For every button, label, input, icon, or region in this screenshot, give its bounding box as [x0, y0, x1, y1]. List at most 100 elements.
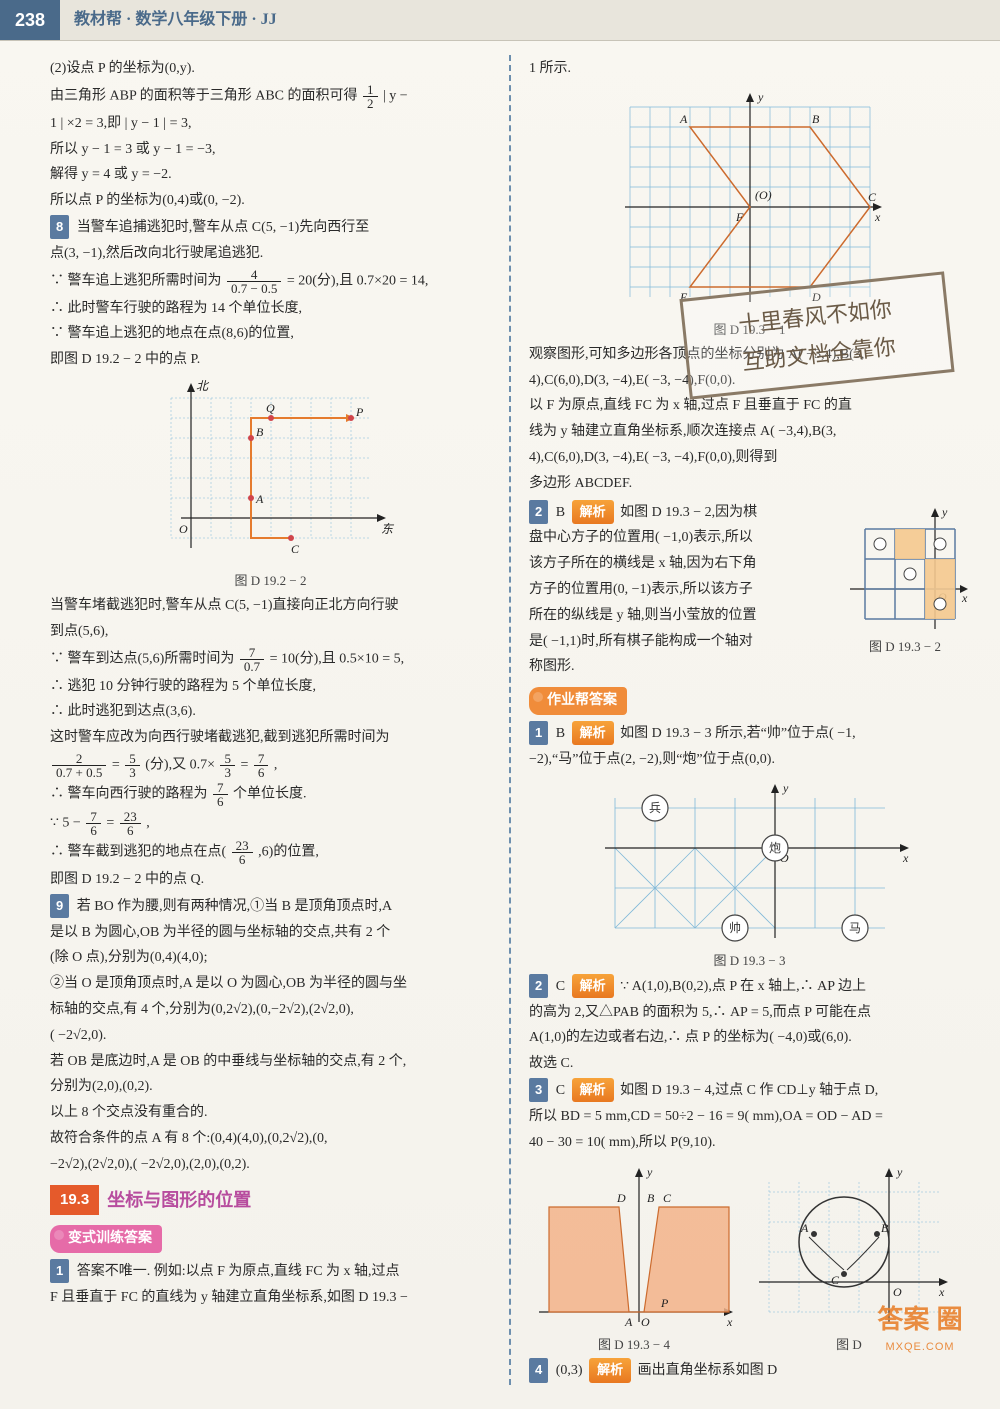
- text-line: F 且垂直于 FC 的直线为 y 轴建立直角坐标系,如图 D 19.3 −: [50, 1286, 491, 1310]
- svg-text:P: P: [660, 1296, 669, 1310]
- text-line: 所在的纵线是 y 轴,则当小莹放的位置: [529, 604, 832, 628]
- text-line: 所以点 P 的坐标为(0,4)或(0, −2).: [50, 189, 491, 213]
- svg-text:(O): (O): [755, 188, 772, 202]
- watermark-url: MXQE.COM: [885, 1338, 954, 1357]
- fraction: 12: [363, 83, 378, 110]
- svg-text:y: y: [941, 505, 948, 519]
- text-line: ( −2√2,0).: [50, 1024, 491, 1048]
- text-line: (2)设点 P 的坐标为(0,y).: [50, 57, 491, 81]
- text-line: A(1,0)的左边或者右边,∴ 点 P 的坐标为( −4,0)或(6,0).: [529, 1026, 970, 1050]
- text: ∴ 警车截到逃犯的地点在点(: [50, 845, 230, 860]
- analysis-badge: 解析: [589, 1358, 631, 1382]
- svg-text:F: F: [735, 210, 744, 224]
- page: 238 教材帮 · 数学八年级下册 · JJ (2)设点 P 的坐标为(0,y)…: [0, 0, 1000, 1409]
- book-title: 教材帮 · 数学八年级下册 · JJ: [74, 6, 277, 33]
- section-number: 19.3: [50, 1185, 99, 1215]
- analysis-badge: 解析: [572, 1078, 614, 1102]
- text: =: [106, 816, 117, 831]
- text: 当警车追捕逃犯时,警车从点 C(5, −1)先向西行至: [77, 220, 370, 235]
- text: ,6)的位置,: [258, 845, 319, 860]
- problem-number-badge: 4: [529, 1358, 548, 1382]
- text-line: 40 − 30 = 10( mm),所以 P(9,10).: [529, 1131, 970, 1155]
- text: 如图 D 19.3 − 2,因为棋: [620, 505, 757, 520]
- analysis-badge: 解析: [572, 974, 614, 998]
- text-line: 9 若 BO 作为腰,则有两种情况,①当 B 是顶角顶点时,A: [50, 894, 491, 919]
- fraction: 236: [232, 839, 253, 866]
- watermark: 答案 圈 MXQE.COM: [860, 1271, 980, 1391]
- text-line: 以上 8 个交点没有重合的.: [50, 1101, 491, 1125]
- text-line: 即图 D 19.2 − 2 中的点 P.: [50, 348, 491, 372]
- svg-text:B: B: [647, 1191, 655, 1205]
- text-line: 故选 C.: [529, 1052, 970, 1076]
- text-line: 这时警车应改为向西行驶堵截逃犯,截到逃犯所需时间为: [50, 726, 491, 750]
- fraction: 76: [213, 781, 228, 808]
- problem-number-badge: 1: [529, 721, 548, 745]
- right-column: 1 所示.: [529, 55, 970, 1385]
- analysis-badge: 解析: [572, 721, 614, 745]
- text-line: 由三角形 ABP 的面积等于三角形 ABC 的面积可得 12 | y −: [50, 83, 491, 110]
- text-line: 称图形.: [529, 655, 832, 679]
- text-line: 所以 BD = 5 mm,CD = 50÷2 − 16 = 9( mm),OA …: [529, 1105, 970, 1129]
- fraction: 20.7 + 0.5: [52, 752, 106, 779]
- svg-text:炮: 炮: [768, 841, 780, 855]
- text: = 10(分),且 0.5×10 = 5,: [270, 651, 405, 666]
- text-line: 到点(5,6),: [50, 620, 491, 644]
- section-title: 19.3 坐标与图形的位置: [50, 1185, 491, 1216]
- subsection-tag: 作业帮答案: [529, 687, 627, 715]
- figure-caption: 图 D 19.2 − 2: [50, 570, 491, 592]
- svg-text:A: A: [255, 492, 264, 506]
- text-line: 的高为 2,又△PAB 的面积为 5,∴ AP = 5,而点 P 可能在点: [529, 1001, 970, 1025]
- svg-text:B: B: [881, 1221, 889, 1235]
- text-line: 即图 D 19.2 − 2 中的点 Q.: [50, 868, 491, 892]
- svg-text:x: x: [902, 851, 909, 865]
- text-line: 1 所示.: [529, 57, 970, 81]
- svg-text:B: B: [812, 112, 820, 126]
- problem-number-badge: 2: [529, 500, 548, 524]
- svg-text:C: C: [291, 542, 300, 556]
- problem-number-badge: 9: [50, 894, 69, 918]
- figure-19-3-2: xy O: [840, 504, 970, 634]
- text-line: 4),C(6,0),D(3, −4),E( −3, −4),F(0,0),则得到: [529, 446, 970, 470]
- watermark-text: 圈: [937, 1304, 963, 1334]
- svg-text:马: 马: [848, 921, 860, 935]
- svg-text:C: C: [831, 1273, 840, 1287]
- text-line: 所以 y − 1 = 3 或 y − 1 = −3,: [50, 138, 491, 162]
- label-north: 北: [196, 379, 210, 393]
- text-line: 1 | ×2 = 3,即 | y − 1 | = 3,: [50, 112, 491, 136]
- answer-letter: B: [556, 726, 565, 741]
- text-line: 3 C 解析 如图 D 19.3 − 4,过点 C 作 CD⊥y 轴于点 D,: [529, 1078, 970, 1103]
- svg-text:x: x: [961, 591, 968, 605]
- text-line: 方子的位置用(0, −1)表示,所以该方子: [529, 578, 832, 602]
- svg-text:y: y: [782, 781, 789, 795]
- text: 答案不唯一. 例如:以点 F 为原点,直线 FC 为 x 轴,过点: [77, 1264, 400, 1279]
- text: (分),又 0.7×: [145, 758, 218, 773]
- svg-text:兵: 兵: [648, 801, 660, 815]
- svg-text:x: x: [726, 1315, 733, 1329]
- fraction: 53: [220, 752, 235, 779]
- text-line: ∴ 此时逃犯到达点(3,6).: [50, 700, 491, 724]
- text-line: 线为 y 轴建立直角坐标系,顺次连接点 A( −3,4),B(3,: [529, 420, 970, 444]
- text-line: 盘中心方子的位置用( −1,0)表示,所以: [529, 526, 832, 550]
- column-divider: [509, 55, 511, 1385]
- text-line: 分别为(2,0),(0,2).: [50, 1075, 491, 1099]
- watermark-text: 答案: [877, 1304, 929, 1334]
- figure-19-3-4: x y D B C A P O: [529, 1162, 739, 1332]
- text-line: 2 C 解析 ∵ A(1,0),B(0,2),点 P 在 x 轴上,∴ AP 边…: [529, 974, 970, 999]
- text: ,: [146, 816, 150, 831]
- analysis-badge: 解析: [572, 500, 614, 524]
- text-line: (除 O 点),分别为(0,4)(4,0);: [50, 946, 491, 970]
- text-line: 1 答案不唯一. 例如:以点 F 为原点,直线 FC 为 x 轴,过点: [50, 1259, 491, 1284]
- answer-letter: B: [556, 505, 565, 520]
- text-line: 1 B 解析 如图 D 19.3 − 3 所示,若“帅”位于点( −1,: [529, 721, 970, 746]
- text: =: [112, 758, 123, 773]
- text-line: 标轴的交点,有 4 个,分别为(0,2√2),(0,−2√2),(2√2,0),: [50, 998, 491, 1022]
- svg-text:B: B: [256, 425, 264, 439]
- figure-caption: 图 D 19.3 − 2: [840, 636, 970, 658]
- text-line: 8 当警车追捕逃犯时,警车从点 C(5, −1)先向西行至: [50, 215, 491, 240]
- svg-text:O: O: [641, 1315, 650, 1329]
- figure-19-3-3: x y O 兵 炮 帅 马: [585, 778, 915, 948]
- svg-text:P: P: [355, 405, 364, 419]
- fraction: 40.7 − 0.5: [227, 268, 281, 295]
- text-line: ∵ 警车到达点(5,6)所需时间为 70.7 = 10(分),且 0.5×10 …: [50, 646, 491, 673]
- svg-text:x: x: [874, 210, 881, 224]
